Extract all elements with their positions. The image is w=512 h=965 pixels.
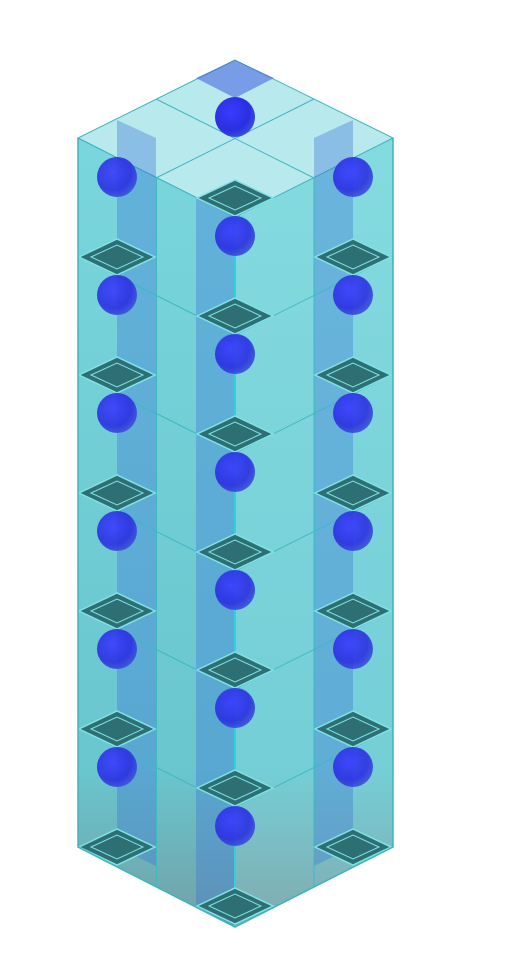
sphere — [97, 747, 137, 787]
sphere — [97, 275, 137, 315]
sphere — [97, 511, 137, 551]
sphere — [215, 806, 255, 846]
pad — [195, 887, 275, 925]
pad — [313, 592, 393, 630]
sphere — [333, 747, 373, 787]
pad — [77, 710, 157, 748]
pad — [77, 356, 157, 394]
pad-inner — [89, 834, 145, 860]
pad — [195, 179, 275, 217]
sphere — [333, 275, 373, 315]
top-column — [196, 60, 274, 98]
pad — [195, 651, 275, 689]
pad-inner — [207, 185, 263, 211]
pad-inner — [207, 657, 263, 683]
pad — [313, 710, 393, 748]
pad-inner — [89, 716, 145, 742]
pad-inner — [207, 893, 263, 919]
pad — [313, 474, 393, 512]
pad — [313, 356, 393, 394]
sphere — [215, 334, 255, 374]
sphere — [215, 97, 255, 137]
outline — [77, 138, 394, 928]
sphere — [333, 629, 373, 669]
sphere — [97, 629, 137, 669]
sphere — [215, 570, 255, 610]
pad — [77, 474, 157, 512]
pad-inner — [325, 834, 381, 860]
pad-inner — [89, 362, 145, 388]
grid-line — [155, 98, 315, 179]
sphere — [333, 157, 373, 197]
pad-inner — [89, 480, 145, 506]
pad — [77, 592, 157, 630]
pad-inner — [325, 244, 381, 270]
pad-inner — [89, 598, 145, 624]
pad-inner — [325, 716, 381, 742]
pad-inner — [207, 539, 263, 565]
sphere — [215, 452, 255, 492]
pad — [313, 828, 393, 866]
pad — [313, 238, 393, 276]
pad-inner — [325, 362, 381, 388]
pad — [77, 828, 157, 866]
sphere — [333, 511, 373, 551]
sphere — [97, 157, 137, 197]
pad — [195, 533, 275, 571]
pad-inner — [89, 244, 145, 270]
pad-inner — [325, 480, 381, 506]
pad-inner — [207, 421, 263, 447]
sphere — [215, 688, 255, 728]
pad — [77, 238, 157, 276]
column — [196, 197, 235, 927]
pad — [195, 415, 275, 453]
pad-inner — [207, 775, 263, 801]
sphere — [215, 216, 255, 256]
pad-inner — [325, 598, 381, 624]
sphere — [97, 393, 137, 433]
sphere — [333, 393, 373, 433]
pad-inner — [207, 303, 263, 329]
pad — [195, 297, 275, 335]
pad — [195, 769, 275, 807]
